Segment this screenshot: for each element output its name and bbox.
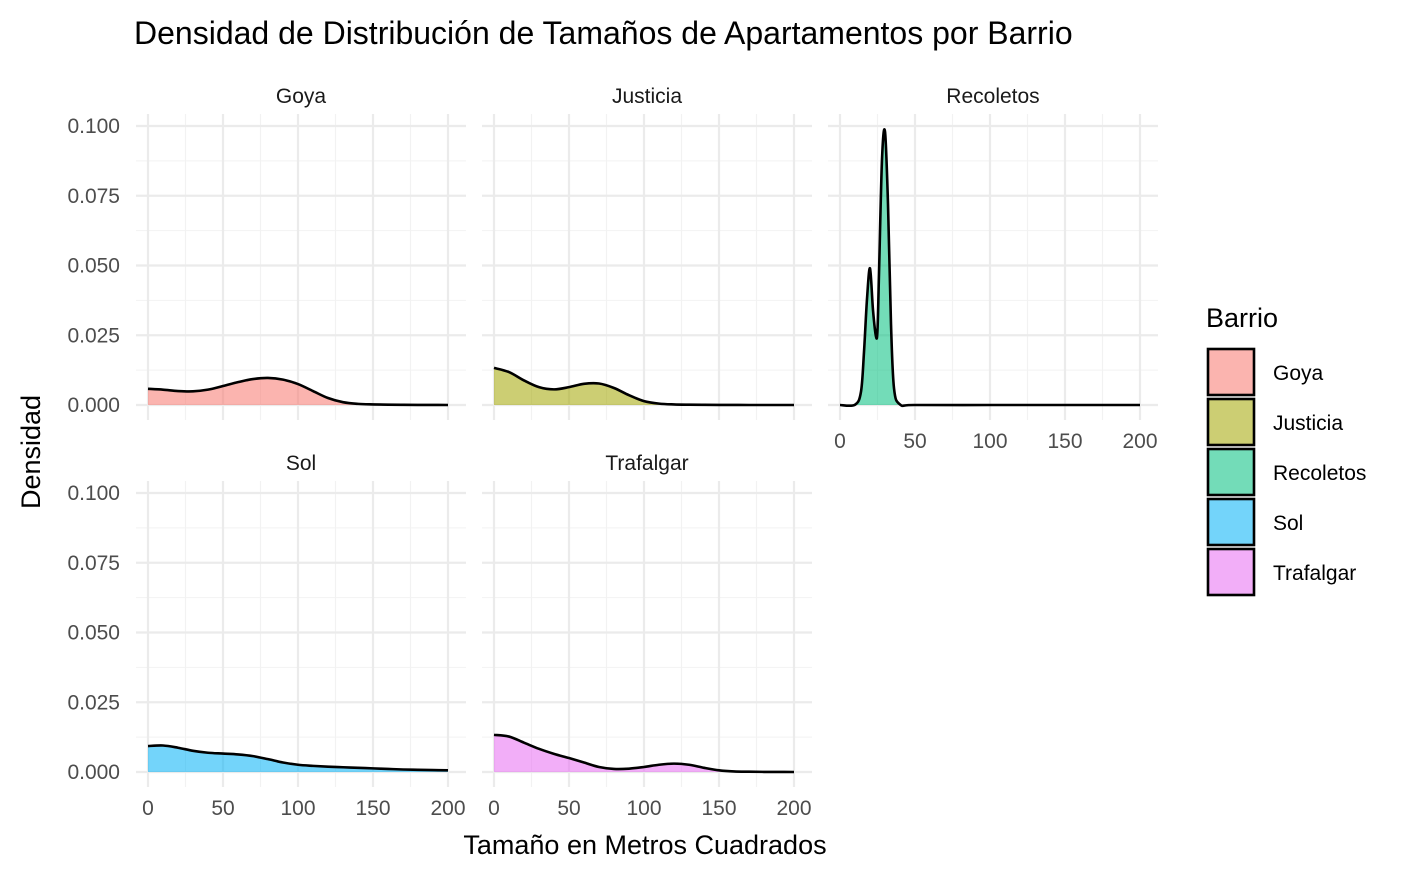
x-tick-label: 0 <box>488 797 500 820</box>
x-axis-title: Tamaño en Metros Cuadrados <box>463 830 826 860</box>
facet-label-recoletos: Recoletos <box>946 85 1039 108</box>
legend-key-recoletos <box>1206 447 1256 497</box>
panel-recoletos: Recoletos 0 50 100 150 200 <box>828 85 1158 453</box>
legend-key-goya <box>1206 347 1256 397</box>
legend-item-trafalgar: Trafalgar <box>1206 547 1356 597</box>
facet-label-goya: Goya <box>276 85 327 108</box>
facet-label-trafalgar: Trafalgar <box>605 452 688 475</box>
x-tick-label: 0 <box>834 430 846 453</box>
y-tick-label: 0.075 <box>67 552 120 575</box>
legend-label-sol: Sol <box>1273 512 1303 535</box>
legend-item-justicia: Justicia <box>1206 397 1343 447</box>
y-tick-label: 0.000 <box>67 761 120 784</box>
x-tick-label: 0 <box>142 797 154 820</box>
density-line-recoletos <box>839 128 1140 408</box>
y-tick-label: 0.025 <box>67 324 120 347</box>
x-tick-label: 50 <box>903 430 926 453</box>
density-area-justicia <box>494 367 794 406</box>
y-tick-label: 0.025 <box>67 691 120 714</box>
x-tick-label: 100 <box>626 797 661 820</box>
legend-key-justicia <box>1206 397 1256 447</box>
density-line-sol <box>147 744 449 772</box>
legend-key-sol <box>1206 497 1256 547</box>
legend-title: Barrio <box>1206 303 1278 333</box>
density-area-sol <box>148 745 448 772</box>
y-tick-label: 0.100 <box>67 115 120 138</box>
x-tick-label: 200 <box>776 797 811 820</box>
density-line-goya <box>147 376 449 407</box>
panel-goya: Goya 0.000 0.025 0.050 0.075 0.100 <box>67 85 466 420</box>
x-tick-label: 100 <box>972 430 1007 453</box>
density-line-justicia <box>493 366 794 407</box>
density-area-goya <box>148 377 448 405</box>
legend-key-trafalgar <box>1206 547 1256 597</box>
y-tick-label: 0.000 <box>67 394 120 417</box>
panel-justicia: Justicia <box>482 85 812 420</box>
legend-item-goya: Goya <box>1206 347 1324 397</box>
x-tick-label: 150 <box>355 797 390 820</box>
panel-trafalgar: Trafalgar 0 50 100 150 200 <box>482 452 812 820</box>
density-line-trafalgar <box>493 733 795 774</box>
legend-item-sol: Sol <box>1206 497 1303 547</box>
y-tick-label: 0.100 <box>67 482 120 505</box>
chart-title: Densidad de Distribución de Tamaños de A… <box>134 15 1073 51</box>
y-tick-label: 0.075 <box>67 185 120 208</box>
y-tick-label: 0.050 <box>67 622 120 645</box>
legend-label-trafalgar: Trafalgar <box>1273 562 1356 585</box>
panel-sol: Sol 0.000 0.025 0.050 0.075 0.100 0 50 100 150 200 <box>67 452 466 820</box>
legend-label-justicia: Justicia <box>1273 412 1343 435</box>
legend: Barrio Goya Justicia Recoletos Sol Trafalgar <box>1206 303 1366 597</box>
legend-label-recoletos: Recoletos <box>1273 462 1366 485</box>
y-tick-label: 0.050 <box>67 255 120 278</box>
x-tick-label: 100 <box>280 797 315 820</box>
x-tick-label: 50 <box>211 797 234 820</box>
legend-item-recoletos: Recoletos <box>1206 447 1366 497</box>
legend-label-goya: Goya <box>1273 362 1324 385</box>
x-tick-label: 50 <box>557 797 580 820</box>
facet-panels: Goya 0.000 0.025 0.050 0.075 0.100 Justicia Rec… <box>67 85 1158 820</box>
x-tick-label: 200 <box>1122 430 1157 453</box>
x-tick-label: 200 <box>430 797 465 820</box>
density-area-recoletos <box>840 129 1140 406</box>
facet-label-justicia: Justicia <box>612 85 682 108</box>
facet-label-sol: Sol <box>286 452 316 475</box>
y-axis-title: Densidad <box>16 395 46 509</box>
x-tick-label: 150 <box>701 797 736 820</box>
x-tick-label: 150 <box>1047 430 1082 453</box>
density-area-trafalgar <box>494 734 794 772</box>
